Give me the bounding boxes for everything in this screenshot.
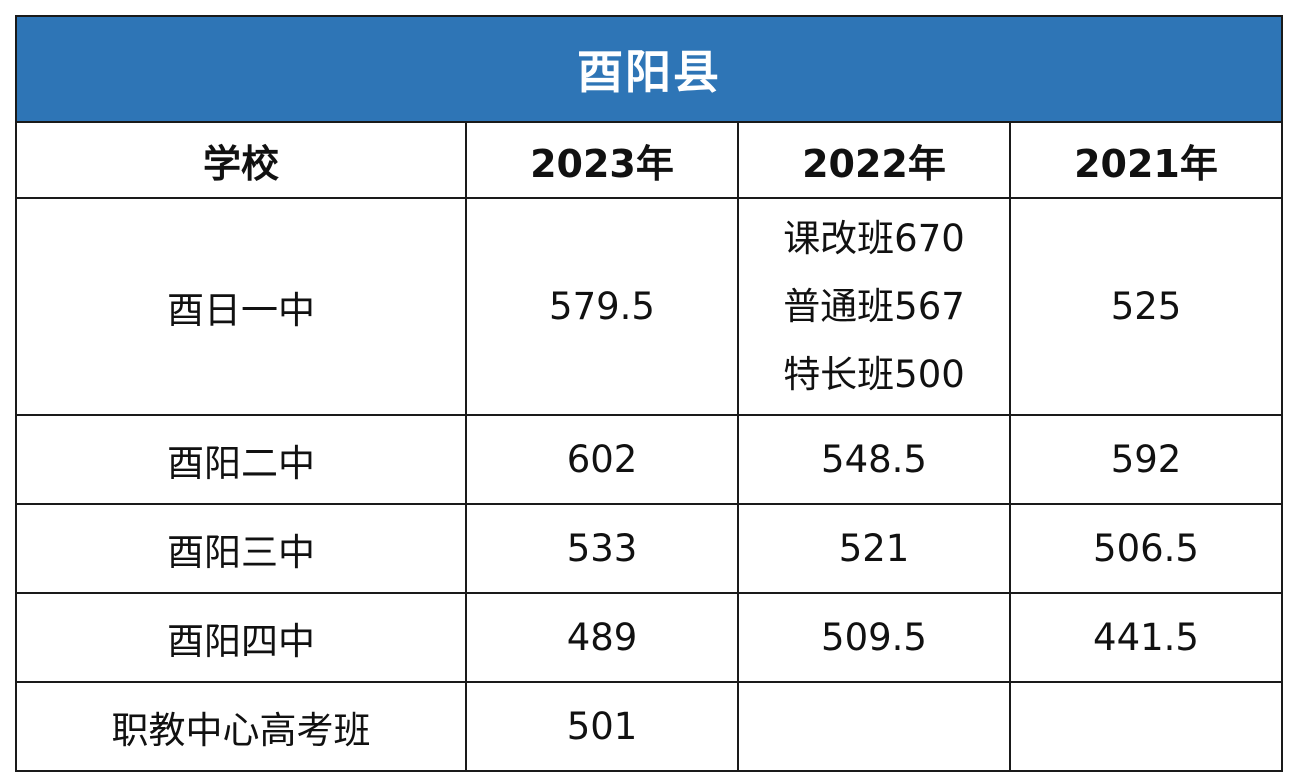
score-2022: 548.5	[737, 414, 1011, 505]
score-table-container: 酉阳县 学校 2023年 2022年 2021年 酉日一中 579.5 课改班6…	[15, 15, 1283, 772]
score-2021: 592	[1009, 414, 1283, 505]
header-row: 学校 2023年 2022年 2021年	[15, 121, 1283, 199]
score-2022-line: 课改班670	[783, 216, 965, 260]
score-2023: 602	[465, 414, 739, 505]
school-name: 酉阳三中	[15, 503, 467, 594]
school-name: 酉日一中	[15, 197, 467, 416]
school-name: 职教中心高考班	[15, 681, 467, 772]
header-school: 学校	[15, 121, 467, 199]
school-name: 酉阳二中	[15, 414, 467, 505]
score-2023: 579.5	[465, 197, 739, 416]
score-2022	[737, 681, 1011, 772]
score-2021: 441.5	[1009, 592, 1283, 683]
score-2023: 501	[465, 681, 739, 772]
school-name: 酉阳四中	[15, 592, 467, 683]
score-2022: 509.5	[737, 592, 1011, 683]
header-2021: 2021年	[1009, 121, 1283, 199]
table-title: 酉阳县	[15, 15, 1283, 123]
score-2021: 525	[1009, 197, 1283, 416]
score-2022-line: 特长班500	[783, 352, 965, 396]
score-table: 酉阳县 学校 2023年 2022年 2021年 酉日一中 579.5 课改班6…	[15, 15, 1283, 772]
score-2022-multi: 课改班670 普通班567 特长班500	[737, 197, 1011, 416]
score-2021: 506.5	[1009, 503, 1283, 594]
score-2023: 489	[465, 592, 739, 683]
score-2022-line: 普通班567	[783, 284, 965, 328]
score-2022: 521	[737, 503, 1011, 594]
title-row: 酉阳县	[15, 15, 1283, 123]
header-2023: 2023年	[465, 121, 739, 199]
header-2022: 2022年	[737, 121, 1011, 199]
score-2023: 533	[465, 503, 739, 594]
table-row: 职教中心高考班 501	[15, 681, 1283, 772]
table-row: 酉阳三中 533 521 506.5	[15, 503, 1283, 594]
table-row: 酉日一中 579.5 课改班670 普通班567 特长班500 525	[15, 197, 1283, 416]
score-2021	[1009, 681, 1283, 772]
table-row: 酉阳四中 489 509.5 441.5	[15, 592, 1283, 683]
table-row: 酉阳二中 602 548.5 592	[15, 414, 1283, 505]
